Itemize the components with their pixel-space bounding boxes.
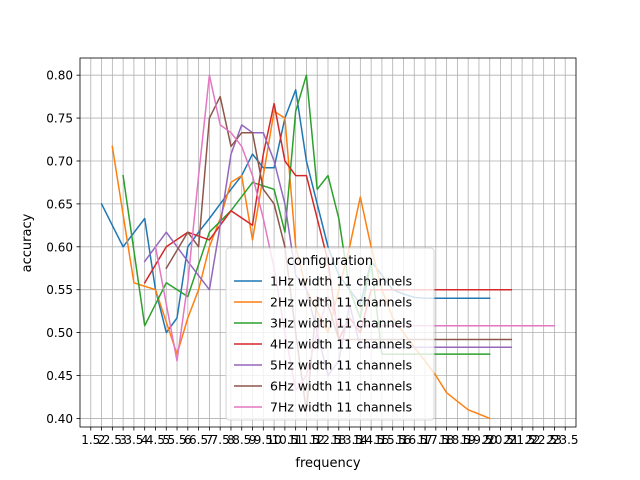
x-tick-label: 18 (439, 433, 454, 447)
x-tick-label: 22.5 (530, 433, 557, 447)
legend-label: 2Hz width 11 channels (270, 295, 412, 310)
legend: configuration 1Hz width 11 channels 2Hz w… (225, 247, 435, 421)
x-tick-label: 2.5 (103, 433, 122, 447)
x-tick-label: 5.5 (167, 433, 186, 447)
x-tick-label: 20.5 (487, 433, 514, 447)
y-axis-ticks: 0.40 0.45 0.50 0.55 0.60 0.65 0.70 0.75 0.80 (46, 69, 80, 426)
legend-items: 1Hz width 11 channels 2Hz width 11 channe… (234, 274, 412, 415)
x-tick-label: 17 (417, 433, 432, 447)
x-tick-label: 23 (547, 433, 562, 447)
x-tick-label: 10.5 (272, 433, 299, 447)
x-tick-label: 14.5 (358, 433, 385, 447)
x-tick-label: 22 (525, 433, 540, 447)
x-axis-label: frequency (295, 456, 361, 471)
x-tick-label: 12.5 (315, 433, 342, 447)
y-tick-label: 0.75 (46, 112, 73, 126)
x-tick-label: 10 (266, 433, 281, 447)
y-tick-label: 0.40 (46, 412, 73, 426)
y-tick-label: 0.45 (46, 369, 73, 383)
x-tick-label: 11.5 (293, 433, 320, 447)
x-tick-label: 14 (353, 433, 368, 447)
legend-label: 4Hz width 11 channels (270, 337, 412, 352)
y-tick-label: 0.55 (46, 283, 73, 297)
x-tick-label: 6 (184, 433, 192, 447)
x-tick-label: 17.5 (422, 433, 449, 447)
y-tick-label: 0.80 (46, 69, 73, 83)
x-tick-label: 8.5 (232, 433, 251, 447)
x-tick-label: 7.5 (211, 433, 230, 447)
legend-label: 1Hz width 11 channels (270, 274, 412, 289)
x-tick-label: 2 (98, 433, 106, 447)
x-tick-label: 23.5 (552, 433, 579, 447)
x-tick-label: 1.5 (81, 433, 100, 447)
x-tick-label: 12 (310, 433, 325, 447)
x-tick-label: 20 (482, 433, 497, 447)
x-tick-label: 7 (206, 433, 214, 447)
x-tick-label: 4 (141, 433, 149, 447)
x-tick-label: 19 (461, 433, 476, 447)
x-tick-label: 4.5 (146, 433, 165, 447)
x-tick-label: 21 (504, 433, 519, 447)
x-tick-label: 8 (227, 433, 235, 447)
x-tick-label: 16 (396, 433, 411, 447)
y-tick-label: 0.65 (46, 197, 73, 211)
x-tick-label: 3.5 (124, 433, 143, 447)
y-tick-label: 0.70 (46, 154, 73, 168)
x-tick-label: 9.5 (254, 433, 273, 447)
x-tick-label: 3 (119, 433, 127, 447)
x-tick-label: 5 (162, 433, 170, 447)
legend-label: 6Hz width 11 channels (270, 379, 412, 394)
x-tick-label: 16.5 (401, 433, 428, 447)
x-tick-label: 21.5 (509, 433, 536, 447)
legend-box (225, 247, 435, 421)
legend-label: 5Hz width 11 channels (270, 358, 412, 373)
x-tick-label: 11 (288, 433, 303, 447)
legend-title: configuration (287, 254, 373, 269)
x-tick-label: 13.5 (336, 433, 363, 447)
x-tick-label: 6.5 (189, 433, 208, 447)
x-tick-label: 13 (331, 433, 346, 447)
x-tick-label: 9 (249, 433, 257, 447)
legend-label: 7Hz width 11 channels (270, 400, 412, 415)
legend-label: 3Hz width 11 channels (270, 316, 412, 331)
x-tick-label: 19.5 (466, 433, 493, 447)
y-tick-label: 0.60 (46, 240, 73, 254)
x-tick-label: 15 (374, 433, 389, 447)
y-tick-label: 0.50 (46, 326, 73, 340)
x-axis-ticks: 1.522.533.544.555.566.577.588.599.51010.… (81, 427, 579, 447)
y-axis-label: accuracy (20, 213, 35, 272)
x-tick-label: 15.5 (379, 433, 406, 447)
x-tick-label: 18.5 (444, 433, 471, 447)
